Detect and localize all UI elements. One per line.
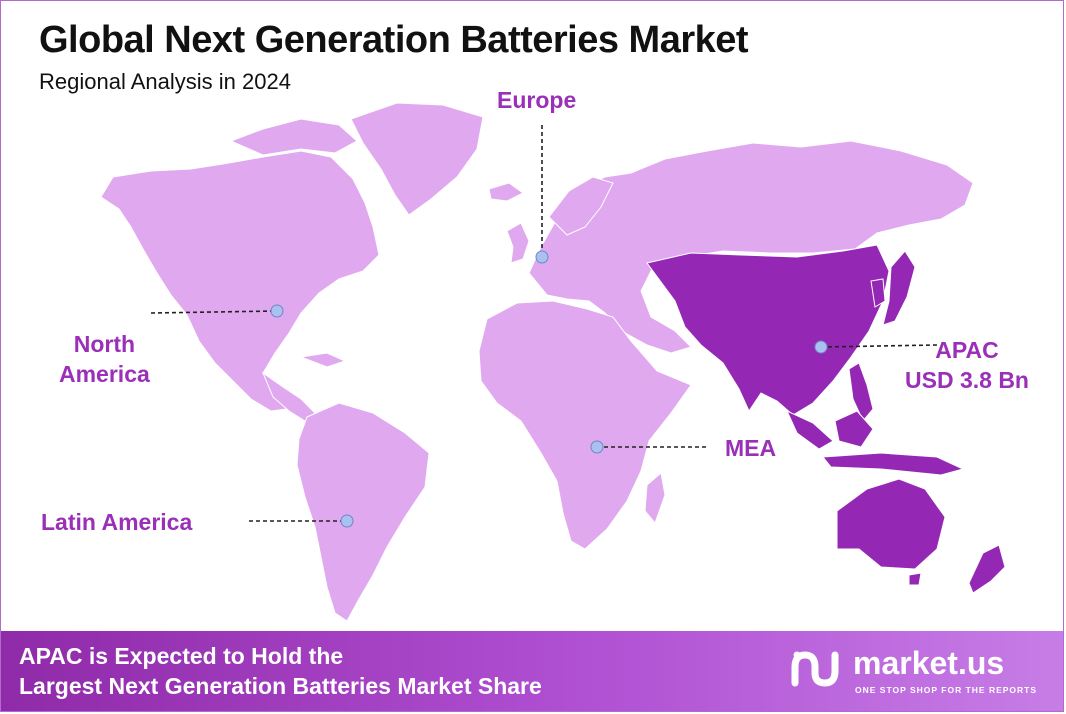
indonesia-east: [822, 452, 965, 476]
apac-leader-line: [820, 344, 938, 348]
banner-line-2: Largest Next Generation Batteries Market…: [19, 673, 542, 699]
latin-america-label: Latin America: [41, 509, 193, 535]
apac-landmass: [646, 244, 890, 416]
new-zealand: [968, 544, 1006, 594]
marketus-logo-icon: [791, 651, 839, 687]
caribbean-islands: [299, 352, 347, 368]
korea: [870, 278, 886, 308]
europe-russia-landmass: [528, 140, 974, 354]
apac-label-name: APAC: [935, 337, 999, 363]
africa-landmass: [478, 300, 692, 550]
page-subtitle: Regional Analysis in 2024: [39, 69, 291, 94]
north-america-marker: [270, 304, 284, 318]
marketus-logo-tagline: ONE STOP SHOP FOR THE REPORTS: [855, 685, 1038, 695]
mea-marker: [590, 440, 604, 454]
tasmania: [908, 572, 922, 586]
banner-line-1: APAC is Expected to Hold the: [19, 643, 344, 669]
indonesia: [785, 409, 834, 450]
marketus-logo: market.us ONE STOP SHOP FOR THE REPORTS: [789, 645, 1036, 701]
borneo: [834, 410, 874, 448]
madagascar: [644, 472, 666, 524]
banner-text: APAC is Expected to Hold the Largest Nex…: [19, 641, 542, 701]
europe-marker: [535, 250, 549, 264]
page-title: Global Next Generation Batteries Market: [39, 19, 749, 61]
north-america-landmass: [100, 150, 380, 412]
europe-label: Europe: [497, 87, 577, 113]
philippines: [848, 362, 874, 422]
north-america-label: North America: [59, 329, 150, 389]
iceland: [488, 182, 524, 202]
apac-label: APAC USD 3.8 Bn: [905, 335, 1029, 395]
north-america-label-line2: America: [59, 361, 150, 387]
south-america-landmass: [296, 402, 430, 622]
mea-label: MEA: [725, 435, 777, 461]
scandinavia: [548, 176, 614, 236]
marketus-logo-name: market.us: [853, 645, 1005, 681]
arctic-islands: [229, 118, 358, 156]
apac-label-value: USD 3.8 Bn: [905, 367, 1029, 393]
apac-marker: [814, 340, 828, 354]
australia: [836, 478, 946, 570]
bottom-banner: APAC is Expected to Hold the Largest Nex…: [1, 631, 1063, 711]
greenland: [350, 102, 484, 216]
japan: [882, 250, 916, 326]
north-america-label-line1: North: [73, 331, 136, 357]
latin-america-marker: [340, 514, 354, 528]
british-isles: [506, 222, 530, 264]
north-america-leader-line: [150, 310, 278, 314]
